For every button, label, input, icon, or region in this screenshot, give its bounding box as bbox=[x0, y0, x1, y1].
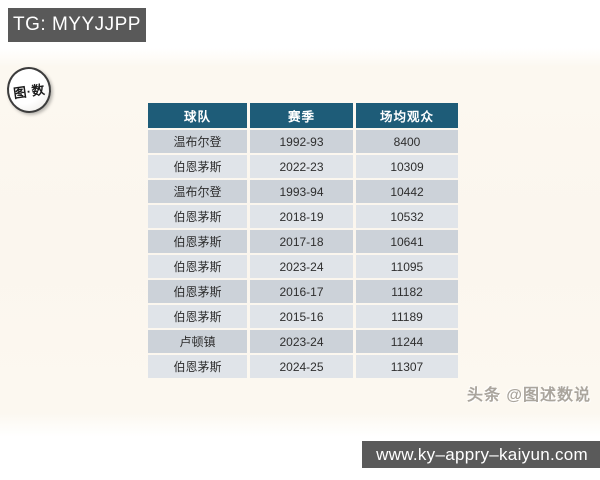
cell-team: 伯恩茅斯 bbox=[148, 355, 247, 378]
column-header-team: 球队 bbox=[148, 103, 247, 128]
cell-attendance: 10442 bbox=[356, 180, 458, 203]
cell-team: 伯恩茅斯 bbox=[148, 305, 247, 328]
cell-season: 2015-16 bbox=[250, 305, 353, 328]
cell-team: 伯恩茅斯 bbox=[148, 255, 247, 278]
cell-attendance: 8400 bbox=[356, 130, 458, 153]
attendance-table: 球队 赛季 场均观众 温布尔登 1992-93 8400 伯恩茅斯 2022-2… bbox=[148, 103, 458, 378]
cell-team: 伯恩茅斯 bbox=[148, 205, 247, 228]
logo-seal: 图·数 bbox=[4, 64, 54, 116]
website-url: www.ky–appry–kaiyun.com bbox=[362, 441, 600, 468]
cell-team: 温布尔登 bbox=[148, 180, 247, 203]
cell-team: 温布尔登 bbox=[148, 130, 247, 153]
cell-team: 伯恩茅斯 bbox=[148, 155, 247, 178]
cell-season: 1993-94 bbox=[250, 180, 353, 203]
logo-text: 图·数 bbox=[12, 81, 46, 101]
cell-attendance: 10532 bbox=[356, 205, 458, 228]
cell-season: 2023-24 bbox=[250, 255, 353, 278]
cell-attendance: 10309 bbox=[356, 155, 458, 178]
cell-attendance: 11307 bbox=[356, 355, 458, 378]
cell-season: 1992-93 bbox=[250, 130, 353, 153]
cell-attendance: 11182 bbox=[356, 280, 458, 303]
cell-team: 伯恩茅斯 bbox=[148, 280, 247, 303]
cell-season: 2022-23 bbox=[250, 155, 353, 178]
column-header-attendance: 场均观众 bbox=[356, 103, 458, 128]
tg-badge: TG: MYYJJPP bbox=[8, 8, 146, 42]
cell-attendance: 11189 bbox=[356, 305, 458, 328]
cell-season: 2016-17 bbox=[250, 280, 353, 303]
cell-attendance: 11095 bbox=[356, 255, 458, 278]
cell-season: 2023-24 bbox=[250, 330, 353, 353]
credit-text: 头条 @图述数说 bbox=[466, 387, 591, 404]
cell-season: 2024-25 bbox=[250, 355, 353, 378]
cell-attendance: 10641 bbox=[356, 230, 458, 253]
cell-attendance: 11244 bbox=[356, 330, 458, 353]
cell-team: 卢顿镇 bbox=[148, 330, 247, 353]
column-header-season: 赛季 bbox=[250, 103, 353, 128]
cell-team: 伯恩茅斯 bbox=[148, 230, 247, 253]
cell-season: 2018-19 bbox=[250, 205, 353, 228]
cell-season: 2017-18 bbox=[250, 230, 353, 253]
